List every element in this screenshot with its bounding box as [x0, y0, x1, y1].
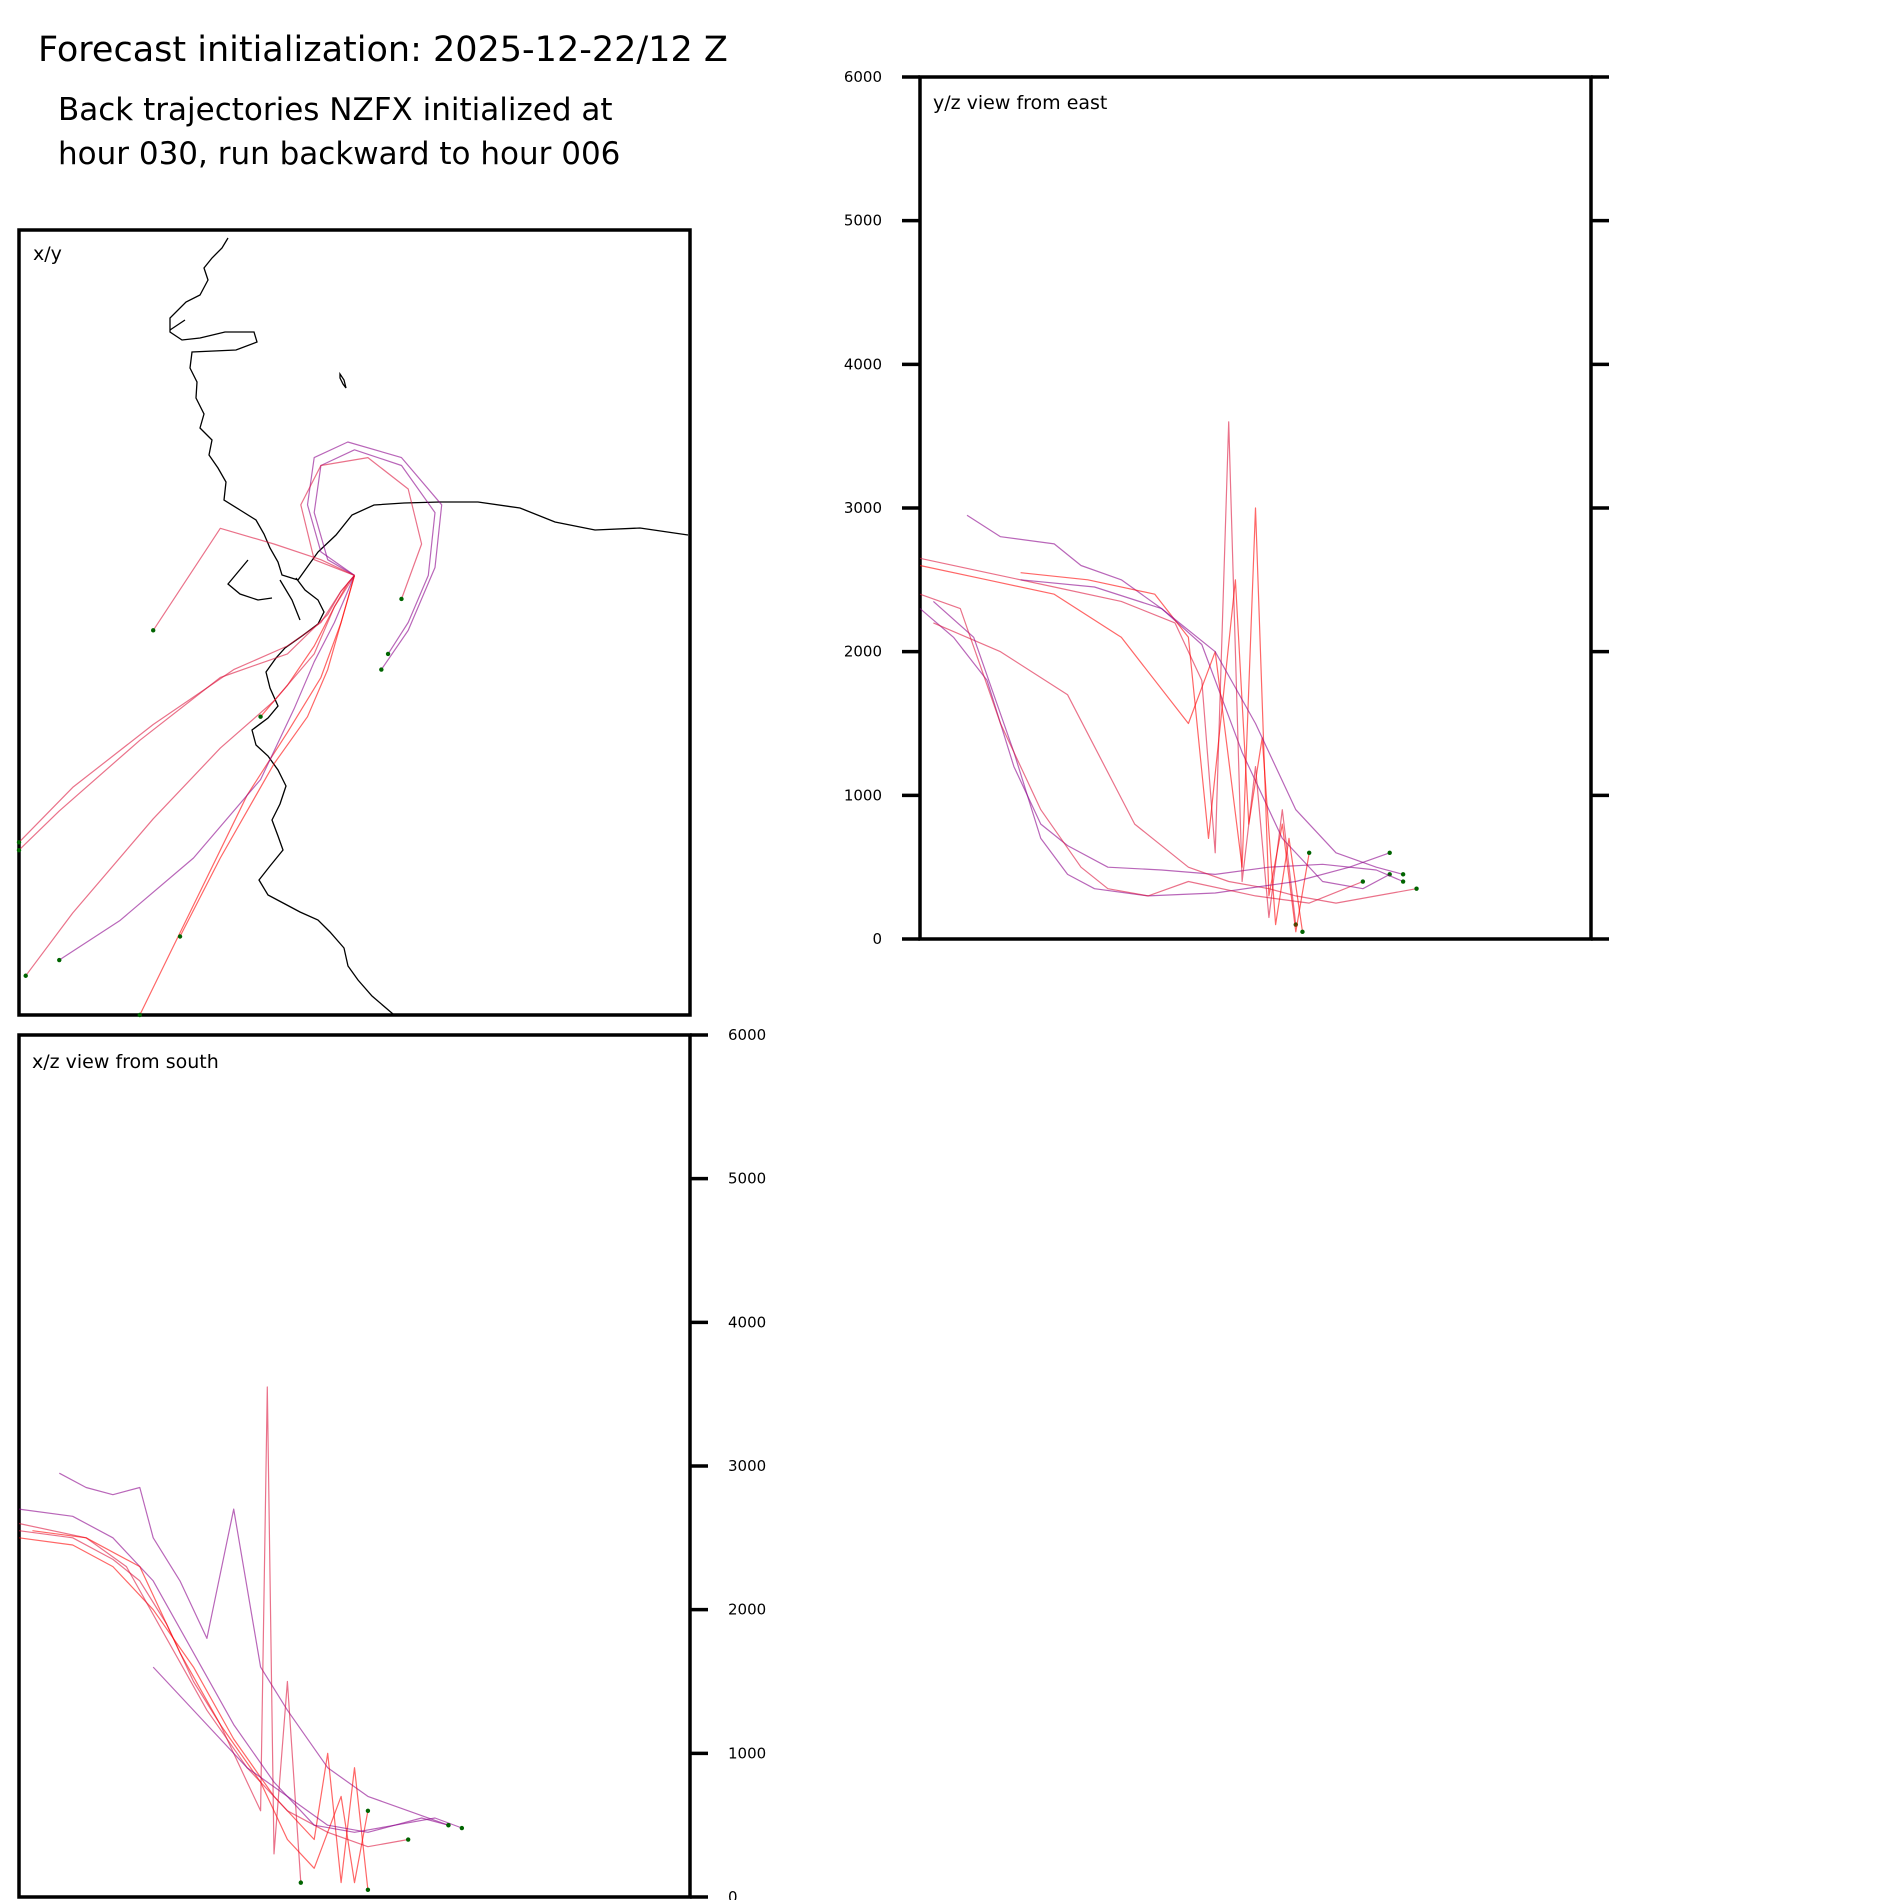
yz-trajectory-5 — [933, 622, 1417, 904]
subtitle-line-1: Back trajectories NZFX initialized at — [58, 92, 613, 128]
panel-xz-label: x/z view from south — [32, 1051, 219, 1073]
xy-trajectory-10 — [152, 527, 355, 631]
xy-trajectory-3 — [18, 575, 355, 851]
y-tick-label: 2000 — [844, 643, 882, 661]
coastline — [169, 237, 689, 1015]
figure-title: Forecast initialization: 2025-12-22/12 Z — [38, 30, 728, 70]
xy-trajectory-6 — [300, 457, 423, 600]
xz-trajectory-2-endpoint — [298, 1880, 304, 1885]
yz-trajectory-1 — [966, 514, 1390, 890]
yz-trajectory-8 — [1020, 572, 1304, 932]
y-tick-label: 4000 — [844, 355, 882, 373]
y-tick-label: 6000 — [728, 1026, 766, 1044]
y-tick-label: 2000 — [728, 1601, 766, 1619]
xy-trajectory-5 — [306, 441, 443, 670]
xz-trajectories — [18, 1386, 465, 1893]
panel-xy-label: x/y — [33, 243, 62, 265]
yz-trajectory-4 — [919, 507, 1310, 933]
panel-xz: x/z view from south 0 1000 2000 3000 4000 500… — [17, 1026, 766, 1900]
xz-trajectory-1 — [59, 1472, 449, 1826]
y-tick-label: 1000 — [728, 1744, 766, 1762]
xz-trajectory-3-endpoint — [365, 1887, 371, 1893]
xz-trajectory-3 — [18, 1537, 369, 1890]
yz-trajectory-9-endpoint — [1400, 872, 1406, 877]
xy-trajectories — [16, 441, 443, 1018]
xy-trajectory-2-endpoint — [16, 840, 22, 845]
y-tick-label: 3000 — [844, 499, 882, 517]
yz-trajectory-6 — [933, 600, 1390, 897]
yz-trajectory-2-endpoint — [1400, 879, 1406, 884]
yz-trajectory-6-endpoint — [1387, 850, 1392, 855]
y-tick-label: 1000 — [844, 786, 882, 804]
xz-trajectory-6 — [32, 1530, 369, 1884]
xy-trajectory-9 — [58, 575, 356, 961]
panel-yz-label: y/z view from east — [933, 92, 1107, 114]
y-tick-label: 5000 — [844, 212, 882, 230]
yz-trajectory-7-endpoint — [1360, 879, 1366, 884]
coastline-map — [169, 237, 689, 1015]
xy-trajectory-11-endpoint — [177, 934, 183, 939]
xy-trajectory-1-endpoint — [258, 714, 263, 719]
xz-trajectory-6-endpoint — [365, 1808, 371, 1814]
xz-trajectory-7-endpoint — [446, 1822, 451, 1828]
panel-yz: y/z view from east 0 1000 2000 3000 4000 5000… — [844, 68, 1609, 948]
y-tick-label: 0 — [728, 1888, 738, 1900]
xy-trajectory-4-endpoint — [385, 651, 391, 657]
xy-trajectory-4 — [313, 449, 436, 655]
xz-trajectory-4-endpoint — [405, 1837, 411, 1842]
yz-trajectory-4-endpoint — [1306, 850, 1312, 855]
panel-xy: x/y — [16, 228, 692, 1018]
y-tick-label: 3000 — [728, 1457, 766, 1475]
yz-trajectory-8-endpoint — [1300, 929, 1305, 935]
xy-trajectory-7 — [25, 575, 356, 977]
small-island — [339, 371, 347, 389]
y-tick-label: 0 — [872, 930, 882, 948]
xy-trajectory-6-endpoint — [399, 596, 404, 602]
figure-subtitle: Back trajectories NZFX initialized at ho… — [58, 88, 620, 176]
xy-trajectory-5-endpoint — [379, 667, 384, 672]
yz-y-axis: 0 1000 2000 3000 4000 5000 6000 — [844, 68, 1609, 948]
xy-trajectory-3-endpoint — [16, 847, 22, 853]
y-tick-label: 6000 — [844, 68, 882, 86]
y-tick-label: 5000 — [728, 1170, 766, 1188]
xy-trajectory-7-endpoint — [23, 973, 28, 978]
yz-trajectory-5-endpoint — [1414, 886, 1419, 891]
yz-trajectories — [919, 421, 1419, 935]
panel-xy-frame — [17, 228, 692, 1017]
yz-trajectory-2 — [919, 608, 1404, 883]
xy-trajectory-11 — [179, 575, 356, 937]
xy-trajectory-9-endpoint — [57, 957, 62, 963]
xz-trajectory-5-endpoint — [459, 1825, 465, 1831]
xy-trajectory-10-endpoint — [151, 628, 156, 633]
yz-trajectory-9 — [1020, 579, 1404, 875]
yz-trajectory-3 — [919, 421, 1297, 925]
xz-trajectory-7 — [152, 1666, 449, 1833]
y-tick-label: 4000 — [728, 1313, 766, 1331]
panel-xz-frame — [17, 1033, 692, 1899]
xy-trajectory-8-endpoint — [137, 1012, 142, 1018]
xz-y-axis: 0 1000 2000 3000 4000 5000 6000 — [690, 1026, 766, 1900]
subtitle-line-2: hour 030, run backward to hour 006 — [58, 136, 621, 172]
